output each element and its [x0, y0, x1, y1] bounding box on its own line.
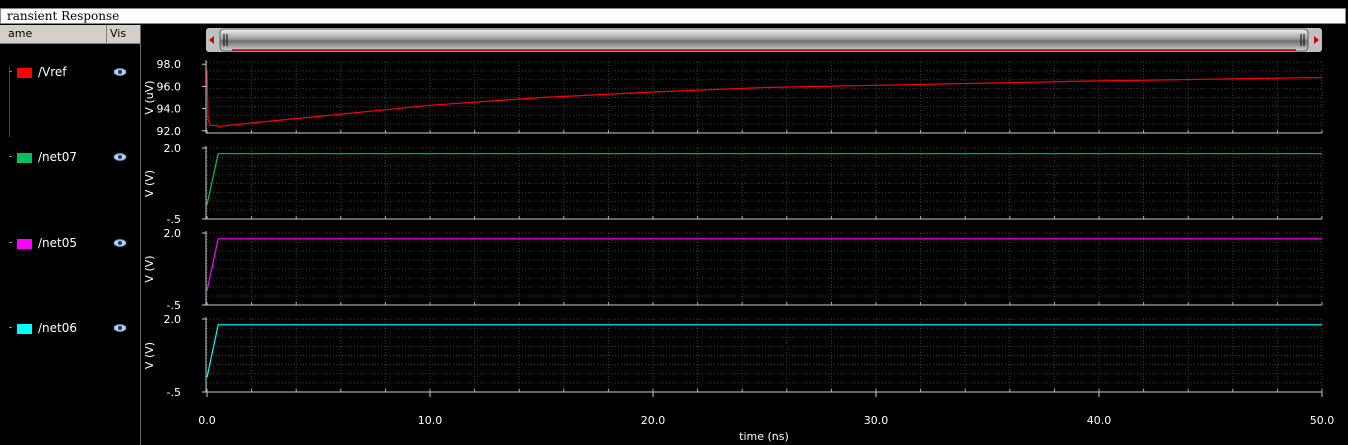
signal-list-header: ame Vis [0, 25, 140, 44]
left-grip-icon[interactable] [223, 34, 228, 46]
horizontal-scrollbar[interactable] [206, 26, 1322, 54]
y-tick-label: 96.0 [157, 80, 182, 93]
signal-list-panel: ame Vis /Vref /net07 /net05 /net06 [0, 25, 141, 445]
tree-connector [9, 71, 12, 72]
x-tick-label: 30.0 [864, 414, 889, 427]
signal-label[interactable]: /net07 [38, 150, 78, 164]
signal-color-swatch [17, 324, 32, 334]
series-line-net07[interactable] [206, 153, 1322, 205]
tree-connector [9, 327, 12, 328]
x-axis-label: time (ns) [739, 430, 789, 443]
signal-row-net06[interactable]: /net06 [0, 321, 140, 341]
window-top-border [0, 0, 1348, 8]
marks-layer: 98.096.094.092.0V (uV)2.0-.5V (V)2.0-.5V… [143, 58, 1334, 427]
signal-color-swatch [17, 68, 32, 78]
signal-color-swatch [17, 239, 32, 249]
tree-line [9, 67, 10, 137]
grid-layer [202, 60, 1323, 397]
signal-row-vref[interactable]: /Vref [0, 65, 140, 85]
signal-row-net07[interactable]: /net07 [0, 150, 140, 170]
column-separator[interactable] [106, 25, 107, 43]
series-line-Vref[interactable] [206, 69, 1323, 127]
signal-color-swatch [17, 153, 32, 163]
y-tick-label: 2.0 [164, 313, 182, 326]
x-tick-label: 0.0 [198, 414, 216, 427]
y-tick-label: -.5 [167, 386, 181, 399]
series-line-net06[interactable] [206, 324, 1322, 378]
eye-icon[interactable] [112, 236, 128, 250]
scroll-right-arrow-icon[interactable] [1314, 36, 1319, 44]
eye-icon[interactable] [112, 65, 128, 79]
x-tick-label: 20.0 [641, 414, 666, 427]
window-title: ransient Response [0, 8, 1346, 24]
y-tick-label: 98.0 [157, 58, 182, 71]
x-tick-label: 40.0 [1087, 414, 1112, 427]
series-line-net05[interactable] [206, 238, 1322, 291]
y-tick-label: -.5 [167, 299, 181, 312]
x-tick-label: 10.0 [418, 414, 443, 427]
eye-icon[interactable] [112, 150, 128, 164]
y-tick-label: 92.0 [157, 125, 182, 138]
signal-label[interactable]: /net06 [38, 321, 78, 335]
signal-label[interactable]: /Vref [38, 65, 67, 79]
eye-icon[interactable] [112, 321, 128, 335]
signal-label[interactable]: /net05 [38, 236, 78, 250]
right-grip-icon[interactable] [1300, 34, 1305, 46]
y-tick-label: 2.0 [164, 142, 182, 155]
y-tick-label: 2.0 [164, 227, 182, 240]
y-axis-label: V (V) [143, 170, 156, 197]
x-tick-label: 50.0 [1310, 414, 1335, 427]
column-header-name[interactable]: ame [8, 27, 33, 40]
scrollbar-thumb[interactable] [219, 28, 1309, 52]
scroll-left-arrow-icon[interactable] [209, 36, 214, 44]
column-header-vis[interactable]: Vis [110, 27, 127, 40]
y-tick-label: -.5 [167, 213, 181, 226]
y-tick-label: 94.0 [157, 103, 182, 116]
y-axis-label: V (V) [143, 342, 156, 369]
y-axis-label: V (V) [143, 255, 156, 282]
tree-connector [9, 242, 12, 243]
tree-connector [9, 156, 12, 157]
y-axis-label: V (uV) [143, 80, 156, 114]
signal-row-net05[interactable]: /net05 [0, 236, 140, 256]
